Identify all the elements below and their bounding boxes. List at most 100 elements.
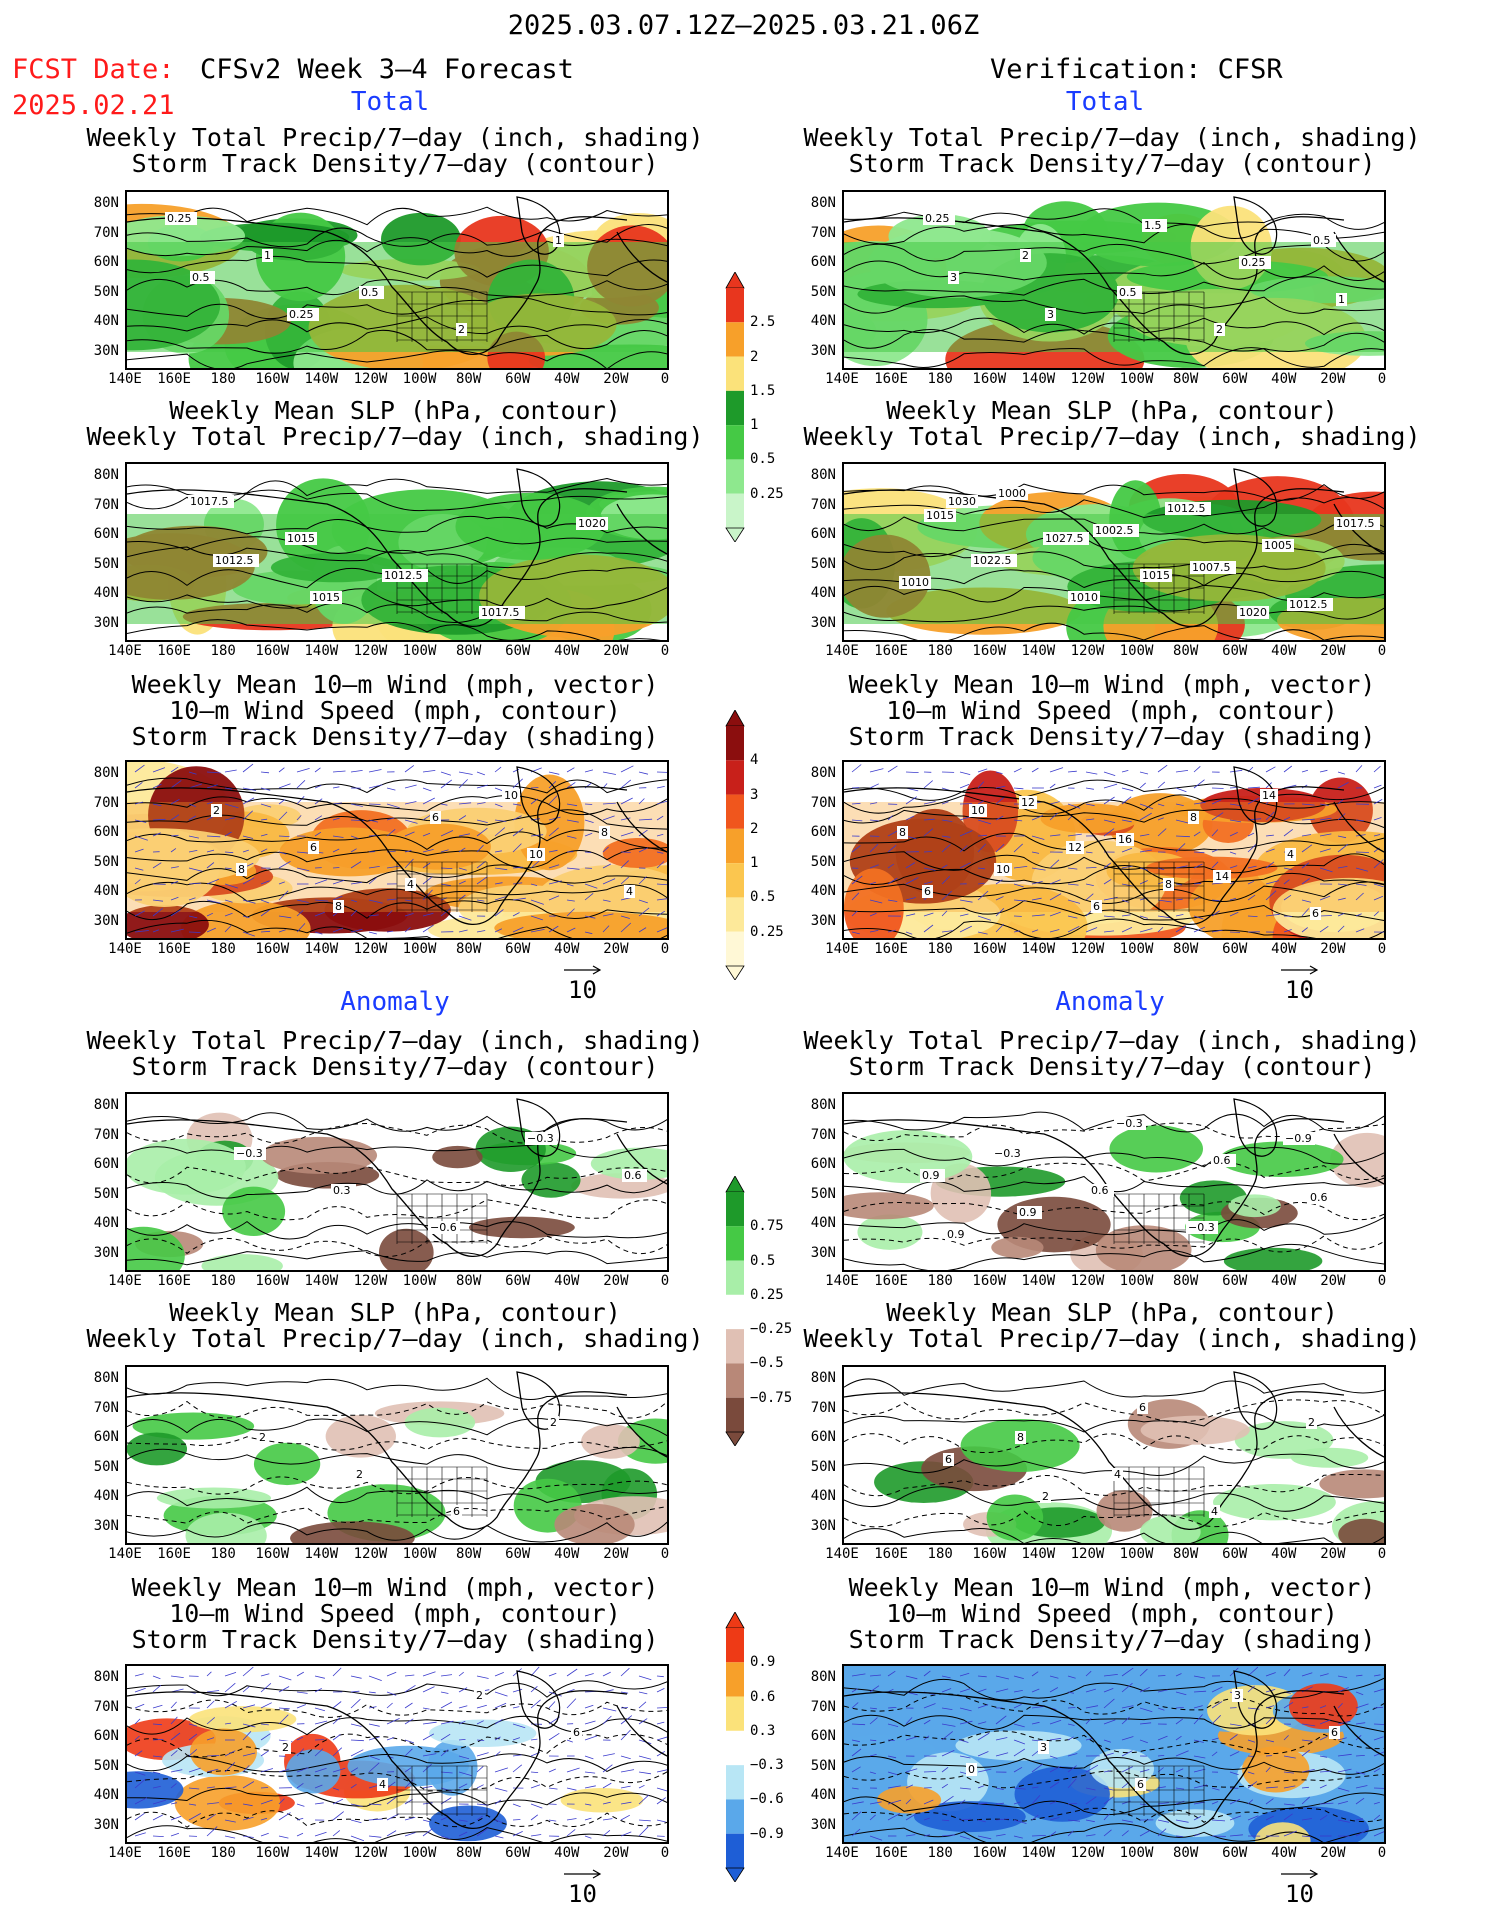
wind-vector (476, 899, 485, 902)
wind-vector (1355, 1755, 1365, 1757)
wind-vector (260, 803, 272, 808)
wind-vector (260, 1768, 274, 1773)
contour-label: 1 (264, 249, 271, 262)
contour-label: 2 (458, 323, 465, 336)
wind-vector (1013, 1704, 1022, 1709)
wind-vector (224, 851, 234, 854)
panel-title-line: Weekly Total Precip/7–day (inch, shading… (803, 1026, 1421, 1055)
wind-vector (566, 867, 580, 870)
wind-vector (422, 1785, 433, 1789)
wind-vector (1139, 928, 1153, 933)
wind-vector (170, 780, 182, 789)
lon-tick-label: 160E (874, 643, 908, 659)
lat-tick-label: 70N (93, 1698, 119, 1715)
lon-tick-label: 180 (210, 643, 236, 659)
wind-vector (278, 783, 291, 789)
wind-vector (548, 1672, 557, 1677)
lat-tick-label: 60N (810, 824, 836, 840)
lon-tick-label: 60W (1222, 643, 1248, 659)
wind-vector (314, 899, 329, 902)
shading-blob (1330, 1132, 1384, 1188)
wind-vector (941, 875, 951, 885)
vector-key: 10 (1277, 962, 1327, 1004)
wind-vector (977, 882, 985, 885)
wind-vector (1355, 1703, 1369, 1709)
contour-label-bg (1211, 1154, 1236, 1167)
shading-blob (156, 1487, 272, 1509)
wind-vector (278, 1714, 289, 1725)
wind-vector (905, 862, 916, 869)
contour-label-bg (576, 517, 608, 530)
wind-vector (134, 781, 143, 789)
contour-label: 1022.5 (973, 554, 1012, 567)
wind-vector (1301, 1723, 1316, 1727)
wind-vector (620, 1667, 630, 1677)
wind-vector (404, 801, 417, 805)
contour-label: 6 (1137, 1778, 1144, 1791)
wind-vector (224, 1682, 236, 1693)
colorbar-swatch (726, 288, 744, 323)
wind-vector (1049, 1675, 1059, 1679)
wind-vector (1175, 865, 1188, 869)
wind-vector (638, 1826, 649, 1837)
wind-vector (566, 927, 576, 933)
lat-tick-label: 30N (810, 1816, 836, 1833)
colorbar-label: 4 (750, 752, 759, 769)
wind-vector (152, 1755, 162, 1758)
wind-vector (977, 1768, 992, 1773)
wind-vector (905, 931, 913, 935)
wind-vector (1355, 1691, 1364, 1696)
wind-vector (548, 880, 562, 885)
wind-vector (458, 779, 468, 789)
wind-vector (620, 1691, 629, 1694)
wind-vector (1103, 862, 1112, 869)
wind-vector (1031, 1671, 1039, 1677)
wind-vector (995, 815, 1004, 821)
lat-tick-label: 60N (93, 1728, 119, 1744)
wind-vector (995, 879, 1003, 885)
wind-vector (1121, 1750, 1133, 1757)
wind-vector (1067, 1778, 1077, 1789)
wind-vector (995, 1752, 1009, 1757)
wind-vector (332, 1667, 342, 1677)
coastline-europe (616, 231, 667, 283)
shading-blob (404, 1407, 476, 1438)
wind-vector (332, 1701, 342, 1709)
coastline-greenland (1233, 766, 1278, 825)
wind-vector (296, 867, 310, 872)
wind-vector (1067, 1803, 1078, 1805)
wind-vector (584, 803, 593, 805)
wind-vector (350, 1698, 361, 1709)
shading-blob (325, 1415, 396, 1458)
wind-vector (1103, 879, 1112, 885)
wind-vector (1229, 769, 1243, 773)
map-panel: 2 6 4 10 8 8 8 6 10 4 (125, 760, 669, 940)
lat-tick-label: 50N (810, 1757, 836, 1774)
wind-vector (1139, 1739, 1148, 1744)
lon-tick-label: 140E (825, 1546, 859, 1562)
contour-label-bg (234, 1147, 266, 1160)
wind-vector (995, 1715, 1007, 1725)
coastline-europe (1333, 801, 1384, 853)
wind-vector (476, 860, 486, 869)
lon-tick-label: 0 (660, 1273, 670, 1289)
wind-vector (170, 1832, 180, 1837)
wind-vector (1265, 1786, 1278, 1789)
lon-tick-label: 20W (1320, 941, 1346, 957)
wind-vector (1355, 1785, 1368, 1789)
wind-vector (404, 831, 415, 837)
wind-vector (512, 1819, 521, 1821)
wind-vector (152, 818, 166, 821)
contour-label-bg (946, 495, 978, 508)
wind-vector (278, 1812, 291, 1821)
wind-vector (476, 930, 486, 933)
wind-vector (584, 1720, 596, 1725)
lat-tick-label: 40N (810, 1215, 836, 1231)
coastline-greenland (516, 468, 561, 527)
colorbar-label: 0.25 (750, 1286, 784, 1303)
wind-vector (1229, 1723, 1242, 1727)
wind-vector (602, 802, 616, 805)
lon-tick-label: 60W (1222, 941, 1248, 957)
wind-vector (905, 1717, 913, 1725)
